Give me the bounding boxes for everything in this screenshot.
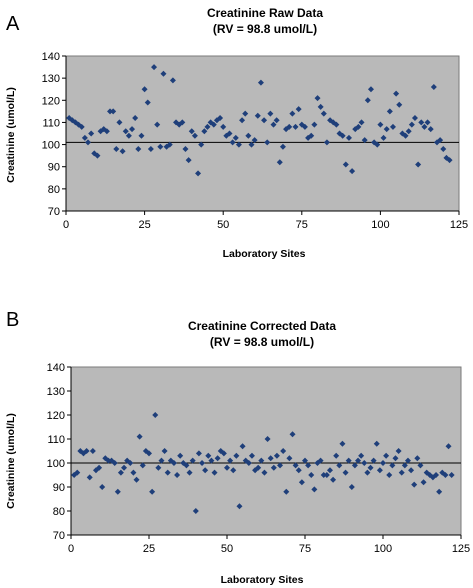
- x-tick-label: 100: [371, 219, 389, 231]
- plot-area: 70 80 90 100 110 120 130 140 0 25 50 75 100 125: [42, 51, 469, 231]
- panel-letter: B: [6, 309, 19, 331]
- y-tick-label: 100: [42, 140, 60, 152]
- y-tick-label: 90: [48, 162, 60, 174]
- y-tick-label: 110: [42, 117, 60, 129]
- creatinine-raw-chart: A Creatinine Raw Data (RV = 98.8 umol/L)…: [0, 0, 473, 290]
- x-tick-label: 50: [221, 543, 233, 555]
- y-axis-label: Creatinine (umol/L): [5, 87, 17, 183]
- panel-letter: A: [6, 13, 20, 35]
- x-tick-label: 100: [374, 543, 392, 555]
- x-tick-label: 0: [63, 219, 69, 231]
- plot-area: 70 80 90 100 110 120 130 140 0 25 50 75 100 125: [47, 362, 471, 555]
- x-tick-label: 50: [217, 219, 229, 231]
- y-tick-label: 70: [53, 530, 65, 542]
- chart-panel-a: A Creatinine Raw Data (RV = 98.8 umol/L)…: [0, 0, 473, 290]
- chart-title: Creatinine Raw Data: [207, 6, 323, 20]
- chart-subtitle: (RV = 98.8 umol/L): [213, 22, 317, 36]
- y-tick-label: 140: [42, 51, 60, 63]
- y-tick-label: 130: [47, 386, 65, 398]
- y-tick-label: 110: [47, 434, 65, 446]
- x-tick-label: 75: [296, 219, 308, 231]
- plot-background: [71, 367, 461, 535]
- x-axis-label: Laboratory Sites: [221, 574, 304, 586]
- x-tick-label: 25: [138, 219, 150, 231]
- y-tick-label: 80: [48, 184, 60, 196]
- y-tick-label: 100: [47, 458, 65, 470]
- y-tick-label: 120: [47, 410, 65, 422]
- y-tick-label: 120: [42, 95, 60, 107]
- y-tick-label: 130: [42, 73, 60, 85]
- y-tick-label: 70: [48, 206, 60, 218]
- y-tick-label: 80: [53, 506, 65, 518]
- x-tick-label: 125: [452, 543, 470, 555]
- x-tick-label: 0: [68, 543, 74, 555]
- x-tick-label: 125: [450, 219, 468, 231]
- x-tick-label: 25: [143, 543, 155, 555]
- y-tick-label: 90: [53, 482, 65, 494]
- chart-title: Creatinine Corrected Data: [188, 319, 336, 333]
- creatinine-corrected-chart: B Creatinine Corrected Data (RV = 98.8 u…: [0, 298, 473, 588]
- y-axis-label: Creatinine (umol/L): [5, 413, 17, 509]
- chart-panel-b: B Creatinine Corrected Data (RV = 98.8 u…: [0, 298, 473, 588]
- x-tick-label: 75: [299, 543, 311, 555]
- x-axis-label: Laboratory Sites: [223, 248, 306, 260]
- chart-subtitle: (RV = 98.8 umol/L): [210, 335, 314, 349]
- y-tick-label: 140: [47, 362, 65, 374]
